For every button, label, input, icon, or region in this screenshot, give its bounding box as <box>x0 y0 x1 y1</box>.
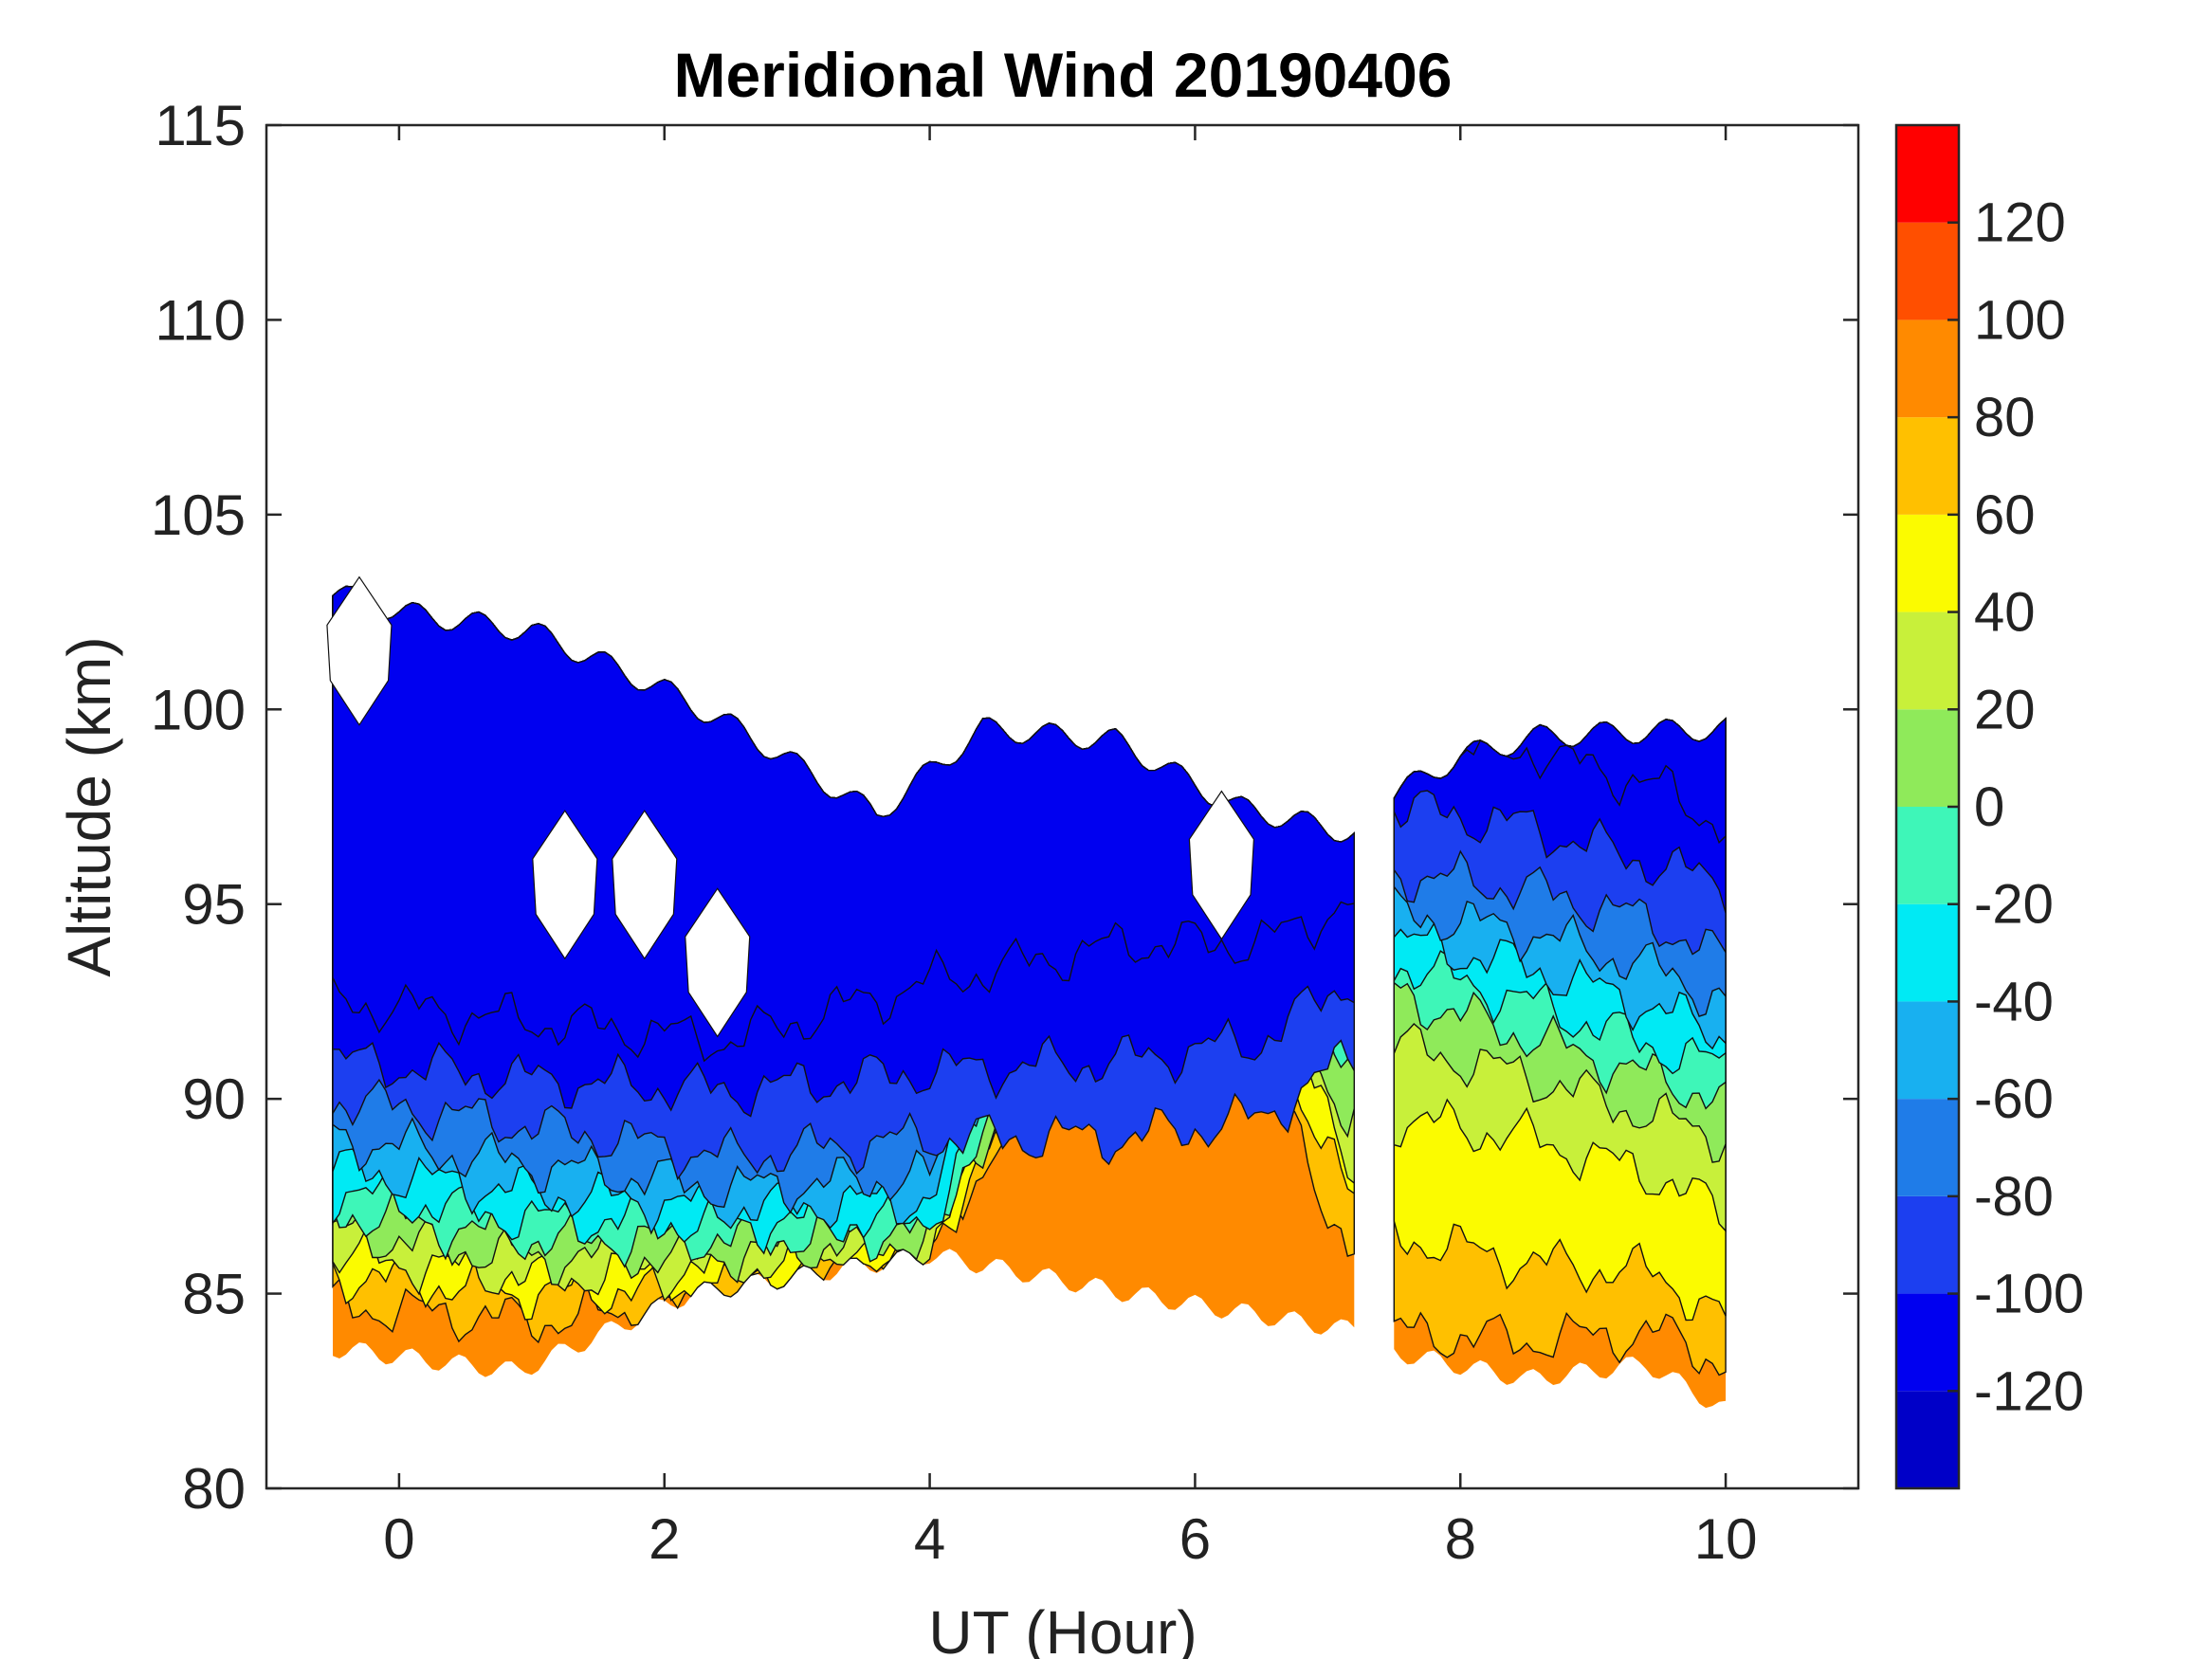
colorbar-swatch <box>1896 125 1959 223</box>
colorbar-tick-label: -100 <box>1974 1264 2084 1325</box>
colorbar-swatch <box>1896 1001 1959 1100</box>
x-tick-label: 2 <box>649 1507 680 1571</box>
colorbar-tick-label: 100 <box>1974 289 2066 351</box>
colorbar-swatch <box>1896 1391 1959 1488</box>
y-tick-label: 90 <box>182 1067 246 1131</box>
data-gap-hole <box>612 810 678 960</box>
colorbar-swatch <box>1896 807 1959 904</box>
x-tick-label: 10 <box>1694 1507 1758 1571</box>
colorbar-swatch <box>1896 417 1959 515</box>
x-tick-label: 4 <box>914 1507 945 1571</box>
y-tick-label: 80 <box>182 1457 246 1521</box>
colorbar-swatch <box>1896 222 1959 320</box>
colorbar-swatch <box>1896 709 1959 807</box>
colorbar-swatch <box>1896 611 1959 710</box>
y-tick-label: 95 <box>182 873 246 937</box>
x-tick-label: 6 <box>1179 1507 1211 1571</box>
y-axis-ticks: 80 85 90 95 100 105 110 115 <box>151 94 1858 1521</box>
y-tick-label: 115 <box>155 94 246 157</box>
colorbar-tick-label: 20 <box>1974 679 2036 740</box>
plot-title: Meridional Wind 20190406 <box>673 40 1452 110</box>
y-tick-label: 110 <box>155 288 246 352</box>
contour-field <box>332 585 1727 1409</box>
colorbar-tick-label: 40 <box>1974 582 2036 644</box>
colorbar-swatch <box>1896 1195 1959 1294</box>
colorbar-swatch <box>1896 903 1959 1002</box>
plot-axes-border <box>265 123 1860 1490</box>
colorbar: -120 -100 -80 -60 -40 -20 0 20 40 60 80 100 120 <box>1894 123 2084 1490</box>
contour-band-fill <box>1393 717 1727 844</box>
colorbar-swatch <box>1896 1099 1959 1196</box>
contour-band-fill <box>332 585 1355 1063</box>
y-tick-label: 85 <box>182 1263 246 1326</box>
x-tick-label: 0 <box>383 1507 414 1571</box>
data-gap-hole <box>1188 790 1255 940</box>
data-gap-hole <box>326 575 393 726</box>
x-axis-title: UT (Hour) <box>928 1598 1197 1659</box>
colorbar-tick-label: 0 <box>1974 776 2004 838</box>
colorbar-tick-label: 120 <box>1974 192 2066 254</box>
x-axis-ticks: 0 2 4 6 8 10 <box>383 125 1757 1571</box>
data-gap-holes <box>326 575 1255 1038</box>
colorbar-swatch <box>1896 514 1959 612</box>
data-gap-hole <box>685 887 751 1038</box>
colorbar-tick-label: -40 <box>1974 971 2054 1032</box>
data-gap-hole <box>532 810 598 960</box>
colorbar-tick-label: 80 <box>1974 387 2036 448</box>
colorbar-tick-label: 60 <box>1974 484 2036 546</box>
y-tick-label: 100 <box>151 678 246 741</box>
colorbar-tick-label: -80 <box>1974 1166 2054 1228</box>
colorbar-swatch <box>1896 1293 1959 1392</box>
colorbar-tick-label: -20 <box>1974 874 2054 936</box>
colorbar-swatch <box>1896 319 1959 418</box>
x-tick-label: 8 <box>1445 1507 1476 1571</box>
colorbar-tick-label: -60 <box>1974 1068 2054 1130</box>
colorbar-tick-label: -120 <box>1974 1360 2084 1422</box>
y-axis-title: Altitude (km) <box>55 636 123 976</box>
y-tick-label: 105 <box>151 483 246 547</box>
